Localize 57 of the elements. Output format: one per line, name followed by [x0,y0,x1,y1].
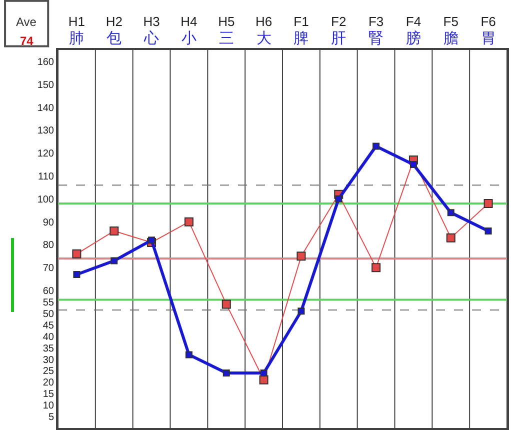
y-tick-label: 120 [37,148,54,160]
text: Ave [16,15,37,29]
point [296,252,306,261]
point [184,217,194,226]
y-tick-label: 70 [42,263,54,274]
x-tick-label: H1 肺 [68,14,86,47]
y-tick-label: 50 [42,308,54,320]
y-tick-label: 40 [42,332,54,343]
y-tick-label: 100 [37,194,54,206]
y-tick-label: 60 [42,286,54,298]
y-tick-label: 20 [42,378,54,389]
x-tick-label: F1 脾 [294,14,309,47]
x-tick-label: F6 胃 [480,14,496,47]
text: 74 [20,34,34,48]
point [259,375,268,384]
point [372,263,381,272]
y-tick-label: 35 [42,343,54,354]
point [260,370,268,377]
x-tick-label: H2 包 [106,14,122,47]
point [72,249,82,258]
x-tick-label: H6 大 [255,14,272,47]
point [185,351,192,358]
point [446,233,456,242]
point [110,226,119,236]
y-tick-label: 15 [42,389,54,400]
y-tick-label: 55 [42,298,54,308]
point [222,370,230,377]
y-tick-label: 25 [42,366,54,378]
y-tick-label: 45 [42,320,54,332]
x-tick-label: H3 心 [143,14,160,47]
point [298,308,305,315]
x-tick-label: F2 肝 [331,14,346,47]
point [73,271,80,278]
point [148,236,156,244]
y-tick-label: 10 [42,400,54,412]
y-tick-label: 110 [38,172,54,182]
x-tick-label: F5 膽 [443,14,458,47]
point [372,142,380,150]
y-tick-label: 130 [37,126,54,137]
point [110,257,118,264]
point [335,195,342,202]
point [410,161,417,168]
y-tick-label: 90 [42,217,54,228]
point [222,300,231,309]
y-tick-label: 140 [37,102,54,114]
point [447,209,454,216]
point [484,227,492,234]
y-tick-label: 30 [42,354,54,366]
x-tick-label: H5 三 [218,14,235,47]
y-tick-label: 150 [37,80,54,91]
x-tick-label: H4 小 [180,14,198,47]
x-tick-label: F3 腎 [368,14,384,47]
point [484,198,493,208]
y-tick-label: 80 [42,240,54,252]
y-tick-label: 160 [37,56,54,68]
x-tick-label: F4 膀 [406,14,422,47]
y-tick-label: 5 [48,412,54,424]
